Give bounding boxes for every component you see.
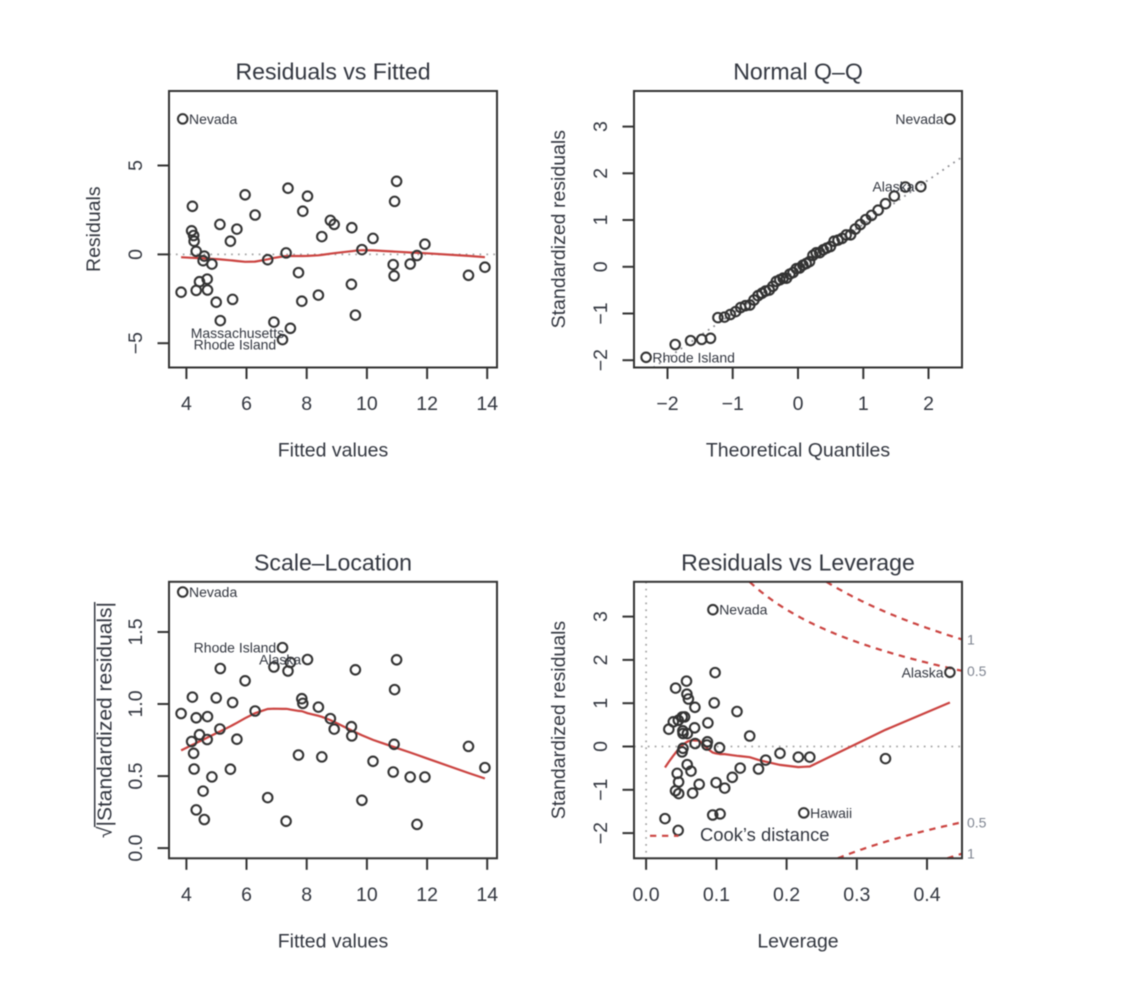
svg-text:Cook’s distance: Cook’s distance (700, 824, 830, 845)
svg-text:0.5: 0.5 (967, 814, 987, 830)
svg-text:1: 1 (967, 846, 975, 862)
svg-text:Nevada: Nevada (189, 584, 237, 600)
svg-text:Alaska: Alaska (259, 652, 301, 668)
svg-text:Nevada: Nevada (189, 111, 237, 127)
svg-text:3: 3 (590, 611, 612, 622)
svg-text:0: 0 (793, 393, 804, 415)
svg-text:4: 4 (181, 393, 192, 415)
svg-text:1: 1 (967, 632, 975, 648)
svg-text:Residuals vs Fitted: Residuals vs Fitted (235, 59, 430, 85)
svg-text:6: 6 (241, 884, 252, 906)
svg-text:Nevada: Nevada (895, 111, 943, 127)
svg-text:Fitted values: Fitted values (278, 930, 389, 952)
svg-text:√|Standardized residuals|: √|Standardized residuals| (95, 602, 117, 838)
svg-text:0.0: 0.0 (633, 884, 660, 906)
svg-text:−2: −2 (590, 822, 612, 844)
svg-text:14: 14 (476, 393, 498, 415)
svg-text:8: 8 (301, 393, 312, 415)
svg-text:Standardized residuals: Standardized residuals (548, 621, 570, 820)
svg-text:1.5: 1.5 (125, 618, 147, 645)
svg-text:−2: −2 (656, 393, 678, 415)
svg-text:6: 6 (241, 393, 252, 415)
svg-text:Alaska: Alaska (902, 664, 944, 680)
svg-text:12: 12 (416, 884, 438, 906)
svg-text:Fitted values: Fitted values (278, 440, 389, 462)
svg-text:1: 1 (590, 215, 612, 226)
svg-text:1.0: 1.0 (125, 690, 147, 717)
svg-text:Nevada: Nevada (719, 602, 767, 618)
svg-text:1: 1 (590, 698, 612, 709)
svg-text:0.0: 0.0 (125, 834, 147, 861)
svg-text:3: 3 (590, 121, 612, 132)
svg-text:−1: −1 (590, 779, 612, 801)
svg-text:8: 8 (301, 884, 312, 906)
svg-text:Residuals: Residuals (83, 186, 105, 272)
svg-text:0.5: 0.5 (125, 762, 147, 789)
svg-text:2: 2 (923, 393, 934, 415)
svg-text:0.3: 0.3 (843, 884, 870, 906)
svg-text:10: 10 (356, 393, 378, 415)
svg-text:0: 0 (590, 741, 612, 752)
svg-text:Rhode Island: Rhode Island (652, 349, 735, 365)
svg-text:Leverage: Leverage (757, 930, 838, 952)
svg-text:1: 1 (858, 393, 869, 415)
svg-text:−5: −5 (125, 332, 147, 354)
svg-text:Massachusetts: Massachusetts (191, 325, 284, 341)
svg-text:0.1: 0.1 (703, 884, 730, 906)
svg-text:4: 4 (181, 884, 192, 906)
svg-text:0.5: 0.5 (967, 663, 987, 679)
svg-text:0: 0 (125, 249, 147, 260)
svg-text:Hawaii: Hawaii (810, 805, 852, 821)
svg-text:Scale–Location: Scale–Location (254, 549, 412, 575)
svg-text:Residuals vs Leverage: Residuals vs Leverage (681, 549, 915, 575)
svg-text:Theoretical Quantiles: Theoretical Quantiles (706, 440, 891, 462)
svg-text:0.4: 0.4 (913, 884, 940, 906)
svg-text:2: 2 (590, 654, 612, 665)
svg-text:Rhode Island: Rhode Island (194, 337, 277, 353)
svg-text:10: 10 (356, 884, 378, 906)
svg-text:−2: −2 (590, 349, 612, 371)
svg-text:5: 5 (125, 160, 147, 171)
svg-text:Alaska: Alaska (872, 179, 914, 195)
svg-text:Standardized residuals: Standardized residuals (548, 130, 570, 329)
svg-text:−1: −1 (590, 302, 612, 324)
svg-text:0: 0 (590, 261, 612, 272)
svg-text:−1: −1 (722, 393, 744, 415)
svg-text:12: 12 (416, 393, 438, 415)
svg-text:0.2: 0.2 (773, 884, 800, 906)
svg-text:Rhode Island: Rhode Island (194, 640, 277, 656)
svg-text:14: 14 (476, 884, 498, 906)
svg-text:2: 2 (590, 168, 612, 179)
svg-text:Normal Q–Q: Normal Q–Q (733, 59, 863, 85)
